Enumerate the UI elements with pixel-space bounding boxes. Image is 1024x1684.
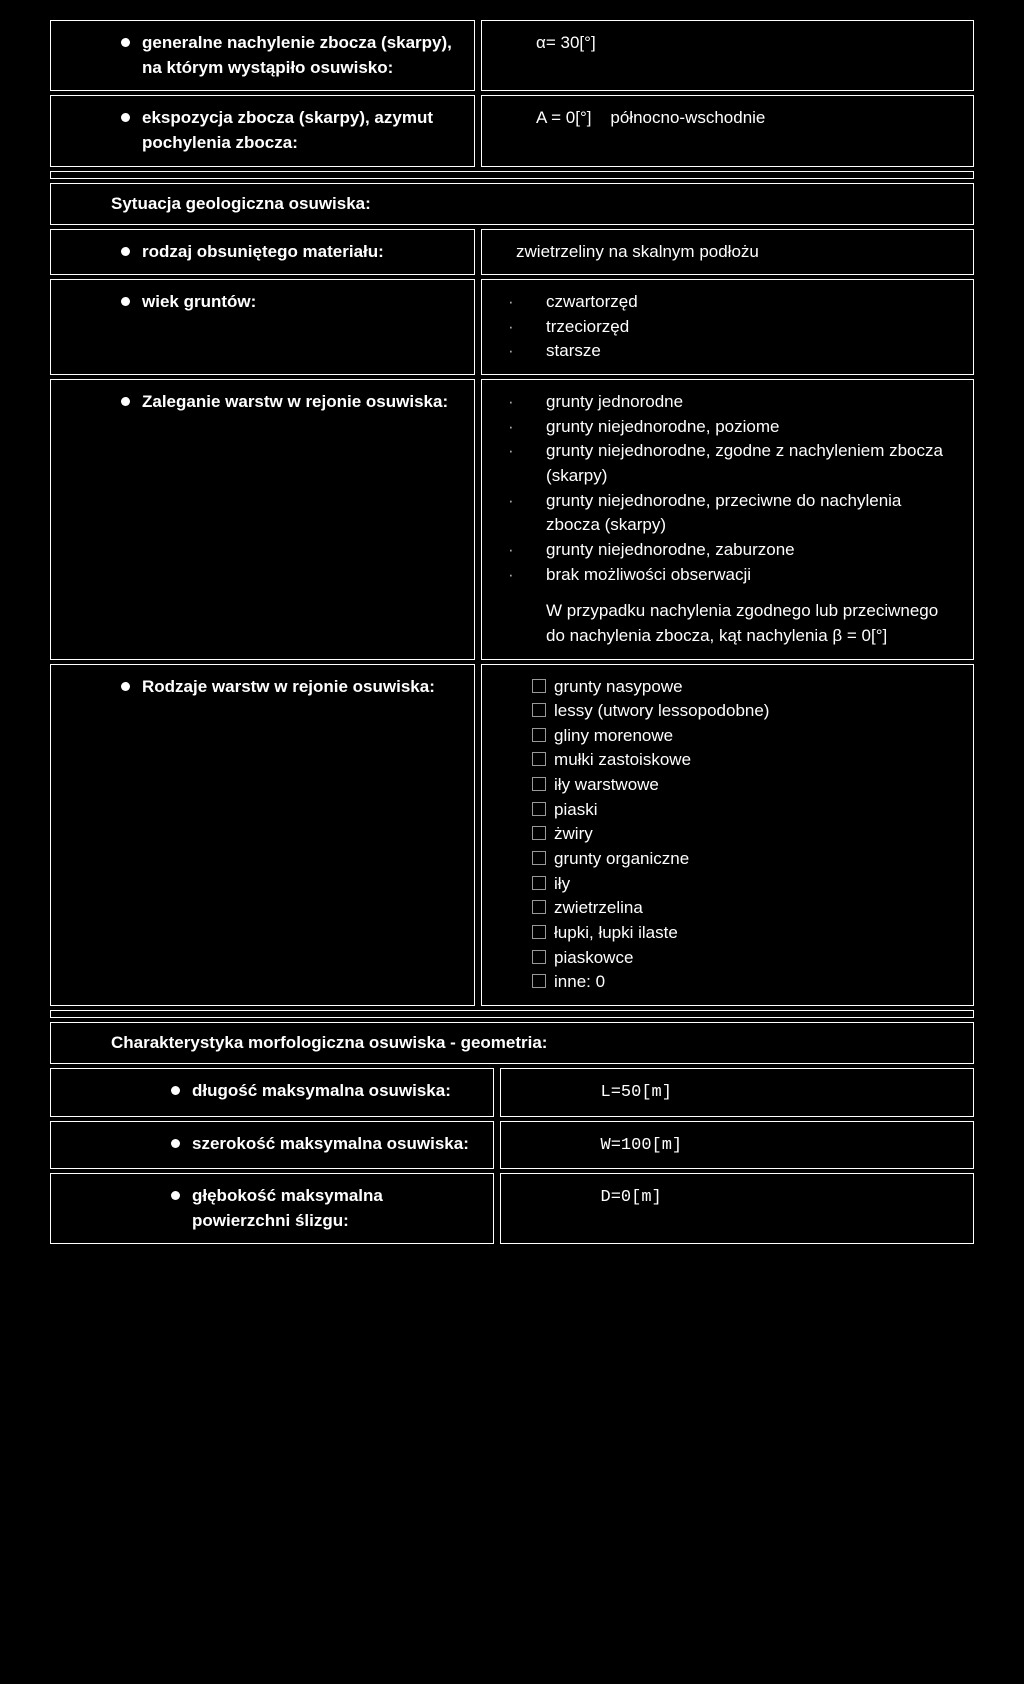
row-material-type: rodzaj obsuniętego materiału: zwietrzeli… xyxy=(50,229,974,276)
label-cell: rodzaj obsuniętego materiału: xyxy=(50,229,475,276)
checklist-item: piaskowce xyxy=(526,946,959,971)
section3-header: Charakterystyka morfologiczna osuwiska -… xyxy=(50,1022,974,1064)
list-item: grunty jednorodne xyxy=(496,390,959,415)
list-item: brak możliwości obserwacji xyxy=(496,563,959,588)
checklist-item: inne: 0 xyxy=(526,970,959,995)
row-length: długość maksymalna osuwiska: L=50[m] xyxy=(50,1068,974,1117)
label-cell: Rodzaje warstw w rejonie osuwiska: xyxy=(50,664,475,1006)
value-text: zwietrzeliny na skalnym podłożu xyxy=(496,242,759,261)
spacer xyxy=(50,171,974,179)
checklist-item: grunty organiczne xyxy=(526,847,959,872)
label-text: rodzaj obsuniętego materiału: xyxy=(142,240,384,265)
checklist-item: grunty nasypowe xyxy=(526,675,959,700)
checklist-item: żwiry xyxy=(526,822,959,847)
spacer xyxy=(50,1010,974,1018)
list-item: starsze xyxy=(496,339,959,364)
label-cell: wiek gruntów: xyxy=(50,279,475,375)
label-cell: ekspozycja zbocza (skarpy), azymut pochy… xyxy=(50,95,475,166)
label-text: generalne nachylenie zbocza (skarpy), na… xyxy=(142,31,460,80)
row-width: szerokość maksymalna osuwiska: W=100[m] xyxy=(50,1121,974,1170)
row-depth: głębokość maksymalna powierzchni ślizgu:… xyxy=(50,1173,974,1244)
bullet-icon xyxy=(121,397,130,406)
checklist-item: iły xyxy=(526,872,959,897)
list-item: grunty niejednorodne, poziome xyxy=(496,415,959,440)
row-slope-exposure: ekspozycja zbocza (skarpy), azymut pochy… xyxy=(50,95,974,166)
bullet-icon xyxy=(171,1086,180,1095)
checklist-item: łupki, łupki ilaste xyxy=(526,921,959,946)
label-text: wiek gruntów: xyxy=(142,290,256,315)
value-cell: grunty jednorodne grunty niejednorodne, … xyxy=(481,379,974,659)
section2-header: Sytuacja geologiczna osuwiska: xyxy=(50,183,974,225)
value-cell: L=50[m] xyxy=(500,1068,974,1117)
list-item: czwartorzęd xyxy=(496,290,959,315)
value-text: L=50[m] xyxy=(601,1083,672,1102)
value-cell: α= 30[°] xyxy=(481,20,974,91)
bullet-icon xyxy=(121,682,130,691)
value-text: D=0[m] xyxy=(601,1188,662,1207)
checklist-item: zwietrzelina xyxy=(526,896,959,921)
row-slope-inclination: generalne nachylenie zbocza (skarpy), na… xyxy=(50,20,974,91)
value-cell: grunty nasypowe lessy (utwory lessopodob… xyxy=(481,664,974,1006)
label-text: długość maksymalna osuwiska: xyxy=(192,1079,451,1104)
list-item: grunty niejednorodne, przeciwne do nachy… xyxy=(496,489,959,538)
checklist-item: piaski xyxy=(526,798,959,823)
value-cell: czwartorzęd trzeciorzęd starsze xyxy=(481,279,974,375)
value-text: A = 0[°] północno-wschodnie xyxy=(496,108,765,127)
bullet-icon xyxy=(121,113,130,122)
checklist-item: iły warstwowe xyxy=(526,773,959,798)
bullet-icon xyxy=(171,1139,180,1148)
row-layer-types: Rodzaje warstw w rejonie osuwiska: grunt… xyxy=(50,664,974,1006)
row-soil-age: wiek gruntów: czwartorzęd trzeciorzęd st… xyxy=(50,279,974,375)
label-text: Zaleganie warstw w rejonie osuwiska: xyxy=(142,390,448,415)
label-cell: głębokość maksymalna powierzchni ślizgu: xyxy=(50,1173,494,1244)
value-cell: A = 0[°] północno-wschodnie xyxy=(481,95,974,166)
value-text: α= 30[°] xyxy=(496,33,596,52)
label-text: Rodzaje warstw w rejonie osuwiska: xyxy=(142,675,435,700)
value-cell: zwietrzeliny na skalnym podłożu xyxy=(481,229,974,276)
label-cell: długość maksymalna osuwiska: xyxy=(50,1068,494,1117)
value-cell: W=100[m] xyxy=(500,1121,974,1170)
row-layer-disposition: Zaleganie warstw w rejonie osuwiska: gru… xyxy=(50,379,974,659)
label-cell: Zaleganie warstw w rejonie osuwiska: xyxy=(50,379,475,659)
label-text: głębokość maksymalna powierzchni ślizgu: xyxy=(192,1184,479,1233)
bullet-icon xyxy=(171,1191,180,1200)
list-item: trzeciorzęd xyxy=(496,315,959,340)
list-item: grunty niejednorodne, zaburzone xyxy=(496,538,959,563)
checklist-item: gliny morenowe xyxy=(526,724,959,749)
note-text: W przypadku nachylenia zgodnego lub prze… xyxy=(496,599,959,648)
label-cell: generalne nachylenie zbocza (skarpy), na… xyxy=(50,20,475,91)
label-text: ekspozycja zbocza (skarpy), azymut pochy… xyxy=(142,106,460,155)
list-item: grunty niejednorodne, zgodne z nachyleni… xyxy=(496,439,959,488)
bullet-icon xyxy=(121,38,130,47)
label-text: szerokość maksymalna osuwiska: xyxy=(192,1132,469,1157)
checklist-item: mułki zastoiskowe xyxy=(526,748,959,773)
label-cell: szerokość maksymalna osuwiska: xyxy=(50,1121,494,1170)
checklist-item: lessy (utwory lessopodobne) xyxy=(526,699,959,724)
bullet-icon xyxy=(121,247,130,256)
value-text: W=100[m] xyxy=(601,1136,683,1155)
value-cell: D=0[m] xyxy=(500,1173,974,1244)
bullet-icon xyxy=(121,297,130,306)
